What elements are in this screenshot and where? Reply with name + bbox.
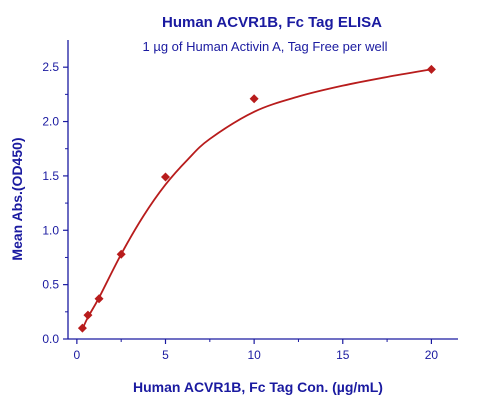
- x-tick-label: 10: [247, 348, 261, 362]
- x-tick-label: 0: [74, 348, 81, 362]
- y-tick-label: 0.5: [42, 278, 59, 292]
- x-ticks: 0 5 10 15 20: [74, 339, 439, 362]
- y-tick-label: 2.0: [42, 115, 59, 129]
- data-point: [116, 249, 126, 259]
- chart-title: Human ACVR1B, Fc Tag ELISA: [162, 14, 382, 31]
- y-tick-label: 0.0: [42, 332, 59, 346]
- data-point: [161, 172, 170, 182]
- data-point: [83, 310, 93, 320]
- data-points: [77, 64, 436, 333]
- data-point: [426, 64, 436, 74]
- y-axis-label: Mean Abs.(OD450): [9, 137, 25, 260]
- y-tick-label: 2.5: [42, 60, 59, 74]
- data-point: [94, 294, 104, 304]
- x-tick-label: 5: [162, 348, 169, 362]
- y-tick-label: 1.5: [42, 169, 59, 183]
- y-ticks: 0.0 0.5 1.0 1.5 2.0 2.5: [42, 60, 68, 346]
- data-point: [249, 94, 259, 104]
- axes: [67, 40, 458, 340]
- fit-curve: [81, 68, 432, 330]
- data-point: [77, 323, 87, 333]
- x-tick-label: 20: [425, 348, 439, 362]
- y-tick-label: 1.0: [42, 223, 59, 237]
- x-axis-label: Human ACVR1B, Fc Tag Con. (µg/mL): [133, 379, 383, 395]
- x-tick-label: 15: [336, 348, 350, 362]
- chart-subtitle: 1 µg of Human Activin A, Tag Free per we…: [143, 39, 388, 54]
